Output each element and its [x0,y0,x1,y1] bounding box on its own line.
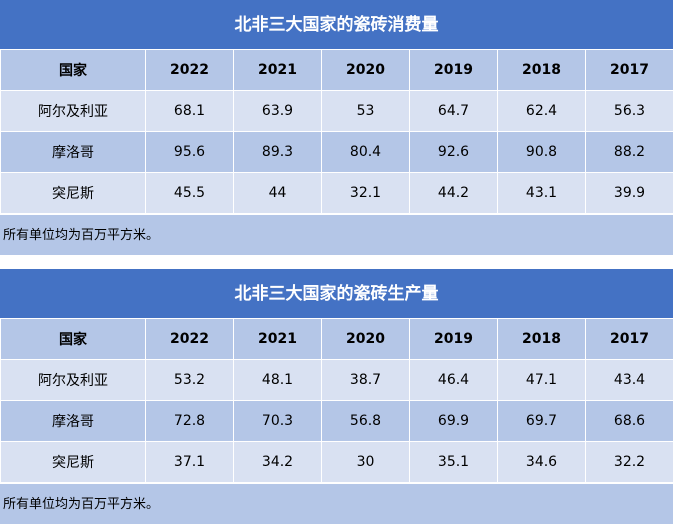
value-cell: 72.8 [146,401,234,442]
value-cell: 34.6 [498,442,586,483]
header-cell: 2017 [586,50,673,91]
value-cell: 46.4 [410,360,498,401]
value-cell: 48.1 [234,360,322,401]
country-cell: 突尼斯 [1,442,146,483]
value-cell: 53.2 [146,360,234,401]
header-cell: 2019 [410,50,498,91]
header-cell: 2018 [498,50,586,91]
value-cell: 44 [234,173,322,214]
country-cell: 突尼斯 [1,173,146,214]
country-cell: 摩洛哥 [1,401,146,442]
country-cell: 摩洛哥 [1,132,146,173]
country-cell: 阿尔及利亚 [1,360,146,401]
value-cell: 45.5 [146,173,234,214]
value-cell: 69.9 [410,401,498,442]
value-cell: 35.1 [410,442,498,483]
value-cell: 32.2 [586,442,673,483]
value-cell: 89.3 [234,132,322,173]
header-cell: 2021 [234,50,322,91]
value-cell: 62.4 [498,91,586,132]
value-cell: 70.3 [234,401,322,442]
value-cell: 44.2 [410,173,498,214]
value-cell: 88.2 [586,132,673,173]
value-cell: 68.1 [146,91,234,132]
header-row: 国家 2022 2021 2020 2019 2018 2017 [1,50,673,91]
consumption-table-panel: 北非三大国家的瓷砖消费量 国家 2022 2021 2020 2019 2018… [0,0,673,255]
data-table: 国家 2022 2021 2020 2019 2018 2017 阿尔及利亚 5… [0,318,673,483]
value-cell: 95.6 [146,132,234,173]
table-row: 阿尔及利亚 53.2 48.1 38.7 46.4 47.1 43.4 [1,360,673,401]
value-cell: 32.1 [322,173,410,214]
unit-note: 所有单位均为百万平方米。 [0,214,673,255]
value-cell: 37.1 [146,442,234,483]
header-cell: 2019 [410,319,498,360]
value-cell: 38.7 [322,360,410,401]
value-cell: 43.4 [586,360,673,401]
value-cell: 92.6 [410,132,498,173]
unit-note: 所有单位均为百万平方米。 [0,483,673,524]
value-cell: 69.7 [498,401,586,442]
table-title: 北非三大国家的瓷砖消费量 [0,0,673,49]
header-cell: 2017 [586,319,673,360]
header-cell: 2020 [322,50,410,91]
value-cell: 39.9 [586,173,673,214]
table-row: 摩洛哥 95.6 89.3 80.4 92.6 90.8 88.2 [1,132,673,173]
production-table-panel: 北非三大国家的瓷砖生产量 国家 2022 2021 2020 2019 2018… [0,269,673,524]
table-row: 摩洛哥 72.8 70.3 56.8 69.9 69.7 68.6 [1,401,673,442]
header-cell: 国家 [1,50,146,91]
value-cell: 80.4 [322,132,410,173]
header-cell: 2021 [234,319,322,360]
value-cell: 56.8 [322,401,410,442]
table-row: 突尼斯 45.5 44 32.1 44.2 43.1 39.9 [1,173,673,214]
value-cell: 64.7 [410,91,498,132]
value-cell: 30 [322,442,410,483]
value-cell: 56.3 [586,91,673,132]
header-cell: 2018 [498,319,586,360]
value-cell: 53 [322,91,410,132]
header-cell: 2022 [146,50,234,91]
value-cell: 90.8 [498,132,586,173]
value-cell: 63.9 [234,91,322,132]
header-cell: 国家 [1,319,146,360]
header-row: 国家 2022 2021 2020 2019 2018 2017 [1,319,673,360]
value-cell: 68.6 [586,401,673,442]
value-cell: 47.1 [498,360,586,401]
value-cell: 43.1 [498,173,586,214]
header-cell: 2022 [146,319,234,360]
data-table: 国家 2022 2021 2020 2019 2018 2017 阿尔及利亚 6… [0,49,673,214]
header-cell: 2020 [322,319,410,360]
value-cell: 34.2 [234,442,322,483]
table-row: 阿尔及利亚 68.1 63.9 53 64.7 62.4 56.3 [1,91,673,132]
table-title: 北非三大国家的瓷砖生产量 [0,269,673,318]
country-cell: 阿尔及利亚 [1,91,146,132]
table-row: 突尼斯 37.1 34.2 30 35.1 34.6 32.2 [1,442,673,483]
